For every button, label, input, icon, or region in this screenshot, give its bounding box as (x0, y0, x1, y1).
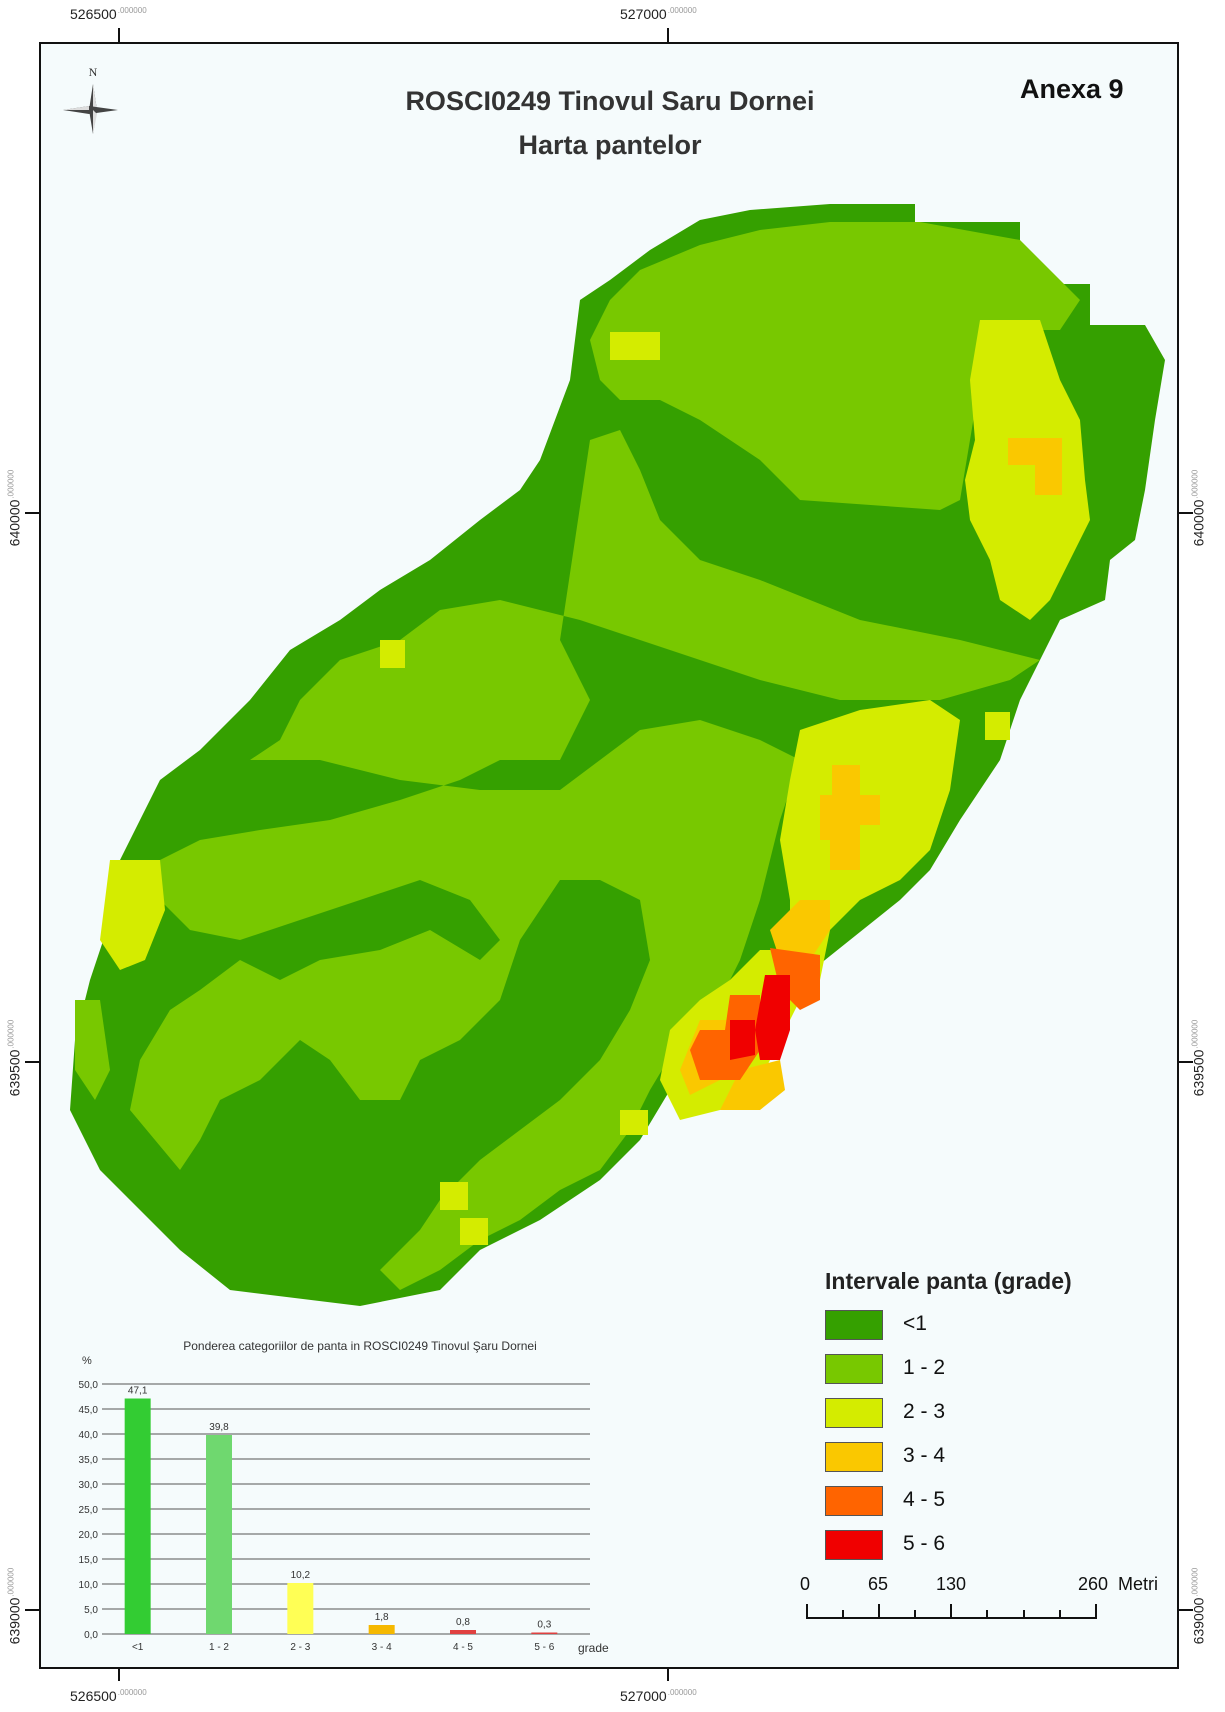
tick (25, 512, 39, 514)
coord-x-top-left: 526500.000000 (70, 6, 147, 22)
chart-category-label: 2 - 3 (290, 1642, 310, 1653)
tick (25, 1061, 39, 1063)
north-arrow-icon: N (63, 65, 118, 134)
slope-zone-1-2 (75, 222, 1080, 1290)
chart-value-label: 0,3 (537, 1620, 551, 1631)
annex-label: Anexa 9 (1020, 74, 1124, 104)
chart-svg: Ponderea categoriilor de panta in ROSCI0… (79, 1339, 609, 1655)
chart-ytick-label: 50,0 (79, 1380, 99, 1391)
legend-title: Intervale panta (grade) (825, 1268, 1072, 1294)
tick (1179, 1609, 1193, 1611)
chart-category-label: 5 - 6 (534, 1642, 554, 1653)
chart-bar (287, 1583, 314, 1634)
chart-bar (531, 1632, 558, 1634)
north-label: N (89, 65, 98, 79)
tick (118, 1669, 120, 1681)
scale-label-0: 0 (800, 1574, 811, 1594)
legend-swatch (825, 1486, 883, 1516)
coord-x-bottom-right: 527000.000000 (620, 1688, 697, 1704)
tick (118, 28, 120, 42)
slope-zone-4-5 (690, 948, 820, 1080)
chart-ytick-label: 40,0 (79, 1430, 99, 1441)
chart-bar (450, 1630, 476, 1634)
chart-ytick-label: 0,0 (84, 1630, 98, 1641)
chart-category-label: 1 - 2 (209, 1642, 229, 1653)
chart-ytick-label: 45,0 (79, 1405, 99, 1416)
scale-bar: 0 65 130 260 Metri (800, 1574, 1158, 1634)
map-title: ROSCI0249 Tinovul Saru Dornei (405, 86, 815, 116)
legend-swatch (825, 1398, 883, 1428)
chart-ytick-label: 25,0 (79, 1505, 99, 1516)
chart-ytick-label: 5,0 (84, 1605, 98, 1616)
scale-unit: Metri (1118, 1574, 1158, 1594)
scale-bar-line (806, 1604, 1097, 1619)
chart-ylabel: % (82, 1355, 92, 1367)
scale-label-65: 65 (868, 1574, 889, 1594)
legend-swatch (825, 1442, 883, 1472)
chart-value-label: 0,8 (456, 1617, 470, 1628)
scale-label-130: 130 (936, 1574, 967, 1594)
chart-bar (124, 1398, 151, 1634)
scale-label-260: 260 (1078, 1574, 1109, 1594)
chart-category-label: 3 - 4 (372, 1642, 392, 1653)
slope-share-chart: Ponderea categoriilor de panta in ROSCI0… (70, 1332, 610, 1662)
legend-label: 1 - 2 (903, 1356, 946, 1379)
tick (667, 1669, 669, 1681)
chart-ytick-label: 20,0 (79, 1530, 99, 1541)
tick (1179, 1061, 1193, 1063)
map-subtitle: Harta pantelor (518, 130, 702, 160)
chart-ytick-label: 35,0 (79, 1455, 99, 1466)
chart-category-label: 4 - 5 (453, 1642, 473, 1653)
chart-value-label: 47,1 (128, 1386, 148, 1397)
tick (1179, 512, 1193, 514)
chart-bar (368, 1625, 395, 1634)
tick (25, 1609, 39, 1611)
legend-label: 3 - 4 (903, 1444, 946, 1467)
legend-swatch (825, 1530, 883, 1560)
chart-ytick-label: 10,0 (79, 1580, 99, 1591)
chart-title: Ponderea categoriilor de panta in ROSCI0… (183, 1339, 537, 1353)
chart-value-label: 1,8 (375, 1612, 389, 1623)
legend-label: 2 - 3 (903, 1400, 946, 1423)
legend-label: 5 - 6 (903, 1532, 946, 1555)
chart-ytick-label: 15,0 (79, 1555, 99, 1566)
coord-x-bottom-left: 526500.000000 (70, 1688, 147, 1704)
chart-ytick-label: 30,0 (79, 1480, 99, 1491)
chart-category-label: <1 (132, 1642, 144, 1653)
tick (667, 28, 669, 42)
chart-value-label: 39,8 (209, 1422, 229, 1433)
chart-value-label: 10,2 (291, 1570, 311, 1581)
chart-xlabel: grade (578, 1641, 609, 1655)
chart-bar (206, 1435, 232, 1634)
legend-swatch (825, 1310, 883, 1340)
coord-x-top-right: 527000.000000 (620, 6, 697, 22)
legend-label: <1 (903, 1312, 927, 1335)
slope-zone-5-6 (730, 975, 790, 1060)
legend-label: 4 - 5 (903, 1488, 946, 1511)
legend-swatch (825, 1354, 883, 1384)
